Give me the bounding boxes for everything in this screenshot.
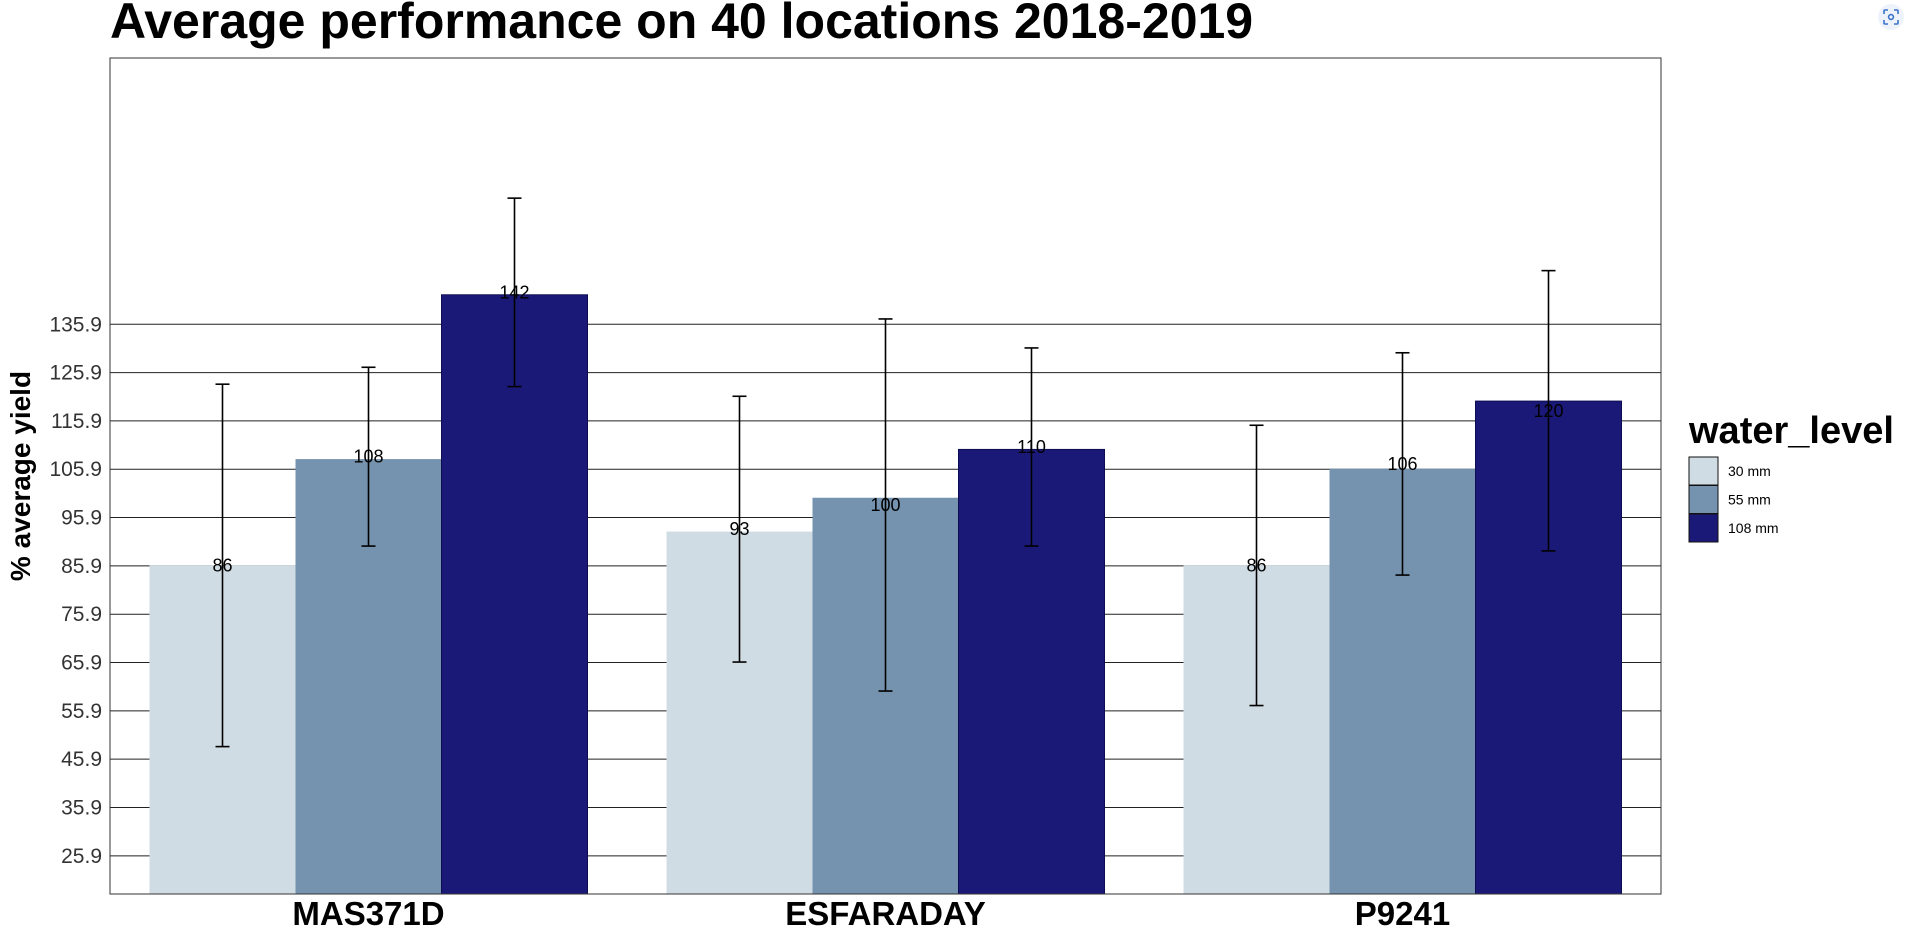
legend-label: 30 mm <box>1728 463 1771 479</box>
data-label: 93 <box>729 519 749 539</box>
y-tick-label: 75.9 <box>61 603 102 626</box>
x-tick-label: P9241 <box>1355 895 1450 932</box>
y-tick-labels: 25.9 35.9 45.9 55.9 65.9 75.9 85.9 95.9 105.9 115… <box>49 313 102 868</box>
y-tick-label: 85.9 <box>61 555 102 578</box>
legend-swatch <box>1688 513 1719 543</box>
x-tick-labels: MAS371D ESFARADAY P9241 <box>292 895 1450 932</box>
x-tick-label: MAS371D <box>292 895 444 932</box>
screenshot-scan-icon[interactable] <box>1878 4 1904 30</box>
data-label: 86 <box>212 555 232 575</box>
y-tick-label: 45.9 <box>61 748 102 771</box>
data-label: 106 <box>1387 454 1417 474</box>
plot-panel-border <box>109 57 1662 895</box>
x-tick-label: ESFARADAY <box>785 895 986 932</box>
error-bars <box>215 197 1556 748</box>
data-label: 86 <box>1246 555 1266 575</box>
legend-swatch <box>1688 456 1719 486</box>
legend-title: water_level <box>1688 410 1894 452</box>
bars <box>149 294 1622 895</box>
data-label: 108 <box>353 447 383 467</box>
y-tick-label: 115.9 <box>51 410 102 433</box>
y-tick-label: 35.9 <box>61 797 102 820</box>
data-label: 100 <box>870 495 900 515</box>
y-tick-label: 65.9 <box>61 652 102 675</box>
y-tick-label: 125.9 <box>49 362 102 385</box>
legend: water_level 30 mm 55 mm 108 mm <box>1688 410 1894 543</box>
y-tick-label: 25.9 <box>61 845 102 868</box>
data-label: 142 <box>499 282 529 302</box>
y-tick-label: 95.9 <box>61 507 102 530</box>
y-axis-label: % average yield <box>5 371 36 581</box>
legend-swatch <box>1688 485 1719 514</box>
y-tick-label: 105.9 <box>49 458 102 481</box>
data-label: 110 <box>1017 437 1046 457</box>
y-tick-label: 55.9 <box>61 700 102 723</box>
legend-label: 55 mm <box>1728 492 1771 508</box>
data-label: 120 <box>1533 401 1563 421</box>
chart-title: Average performance on 40 locations 2018… <box>110 0 1253 49</box>
legend-label: 108 mm <box>1728 520 1779 536</box>
data-labels: 86 108 142 93 100 110 86 106 120 <box>212 282 1563 575</box>
y-tick-label: 135.9 <box>49 313 102 336</box>
